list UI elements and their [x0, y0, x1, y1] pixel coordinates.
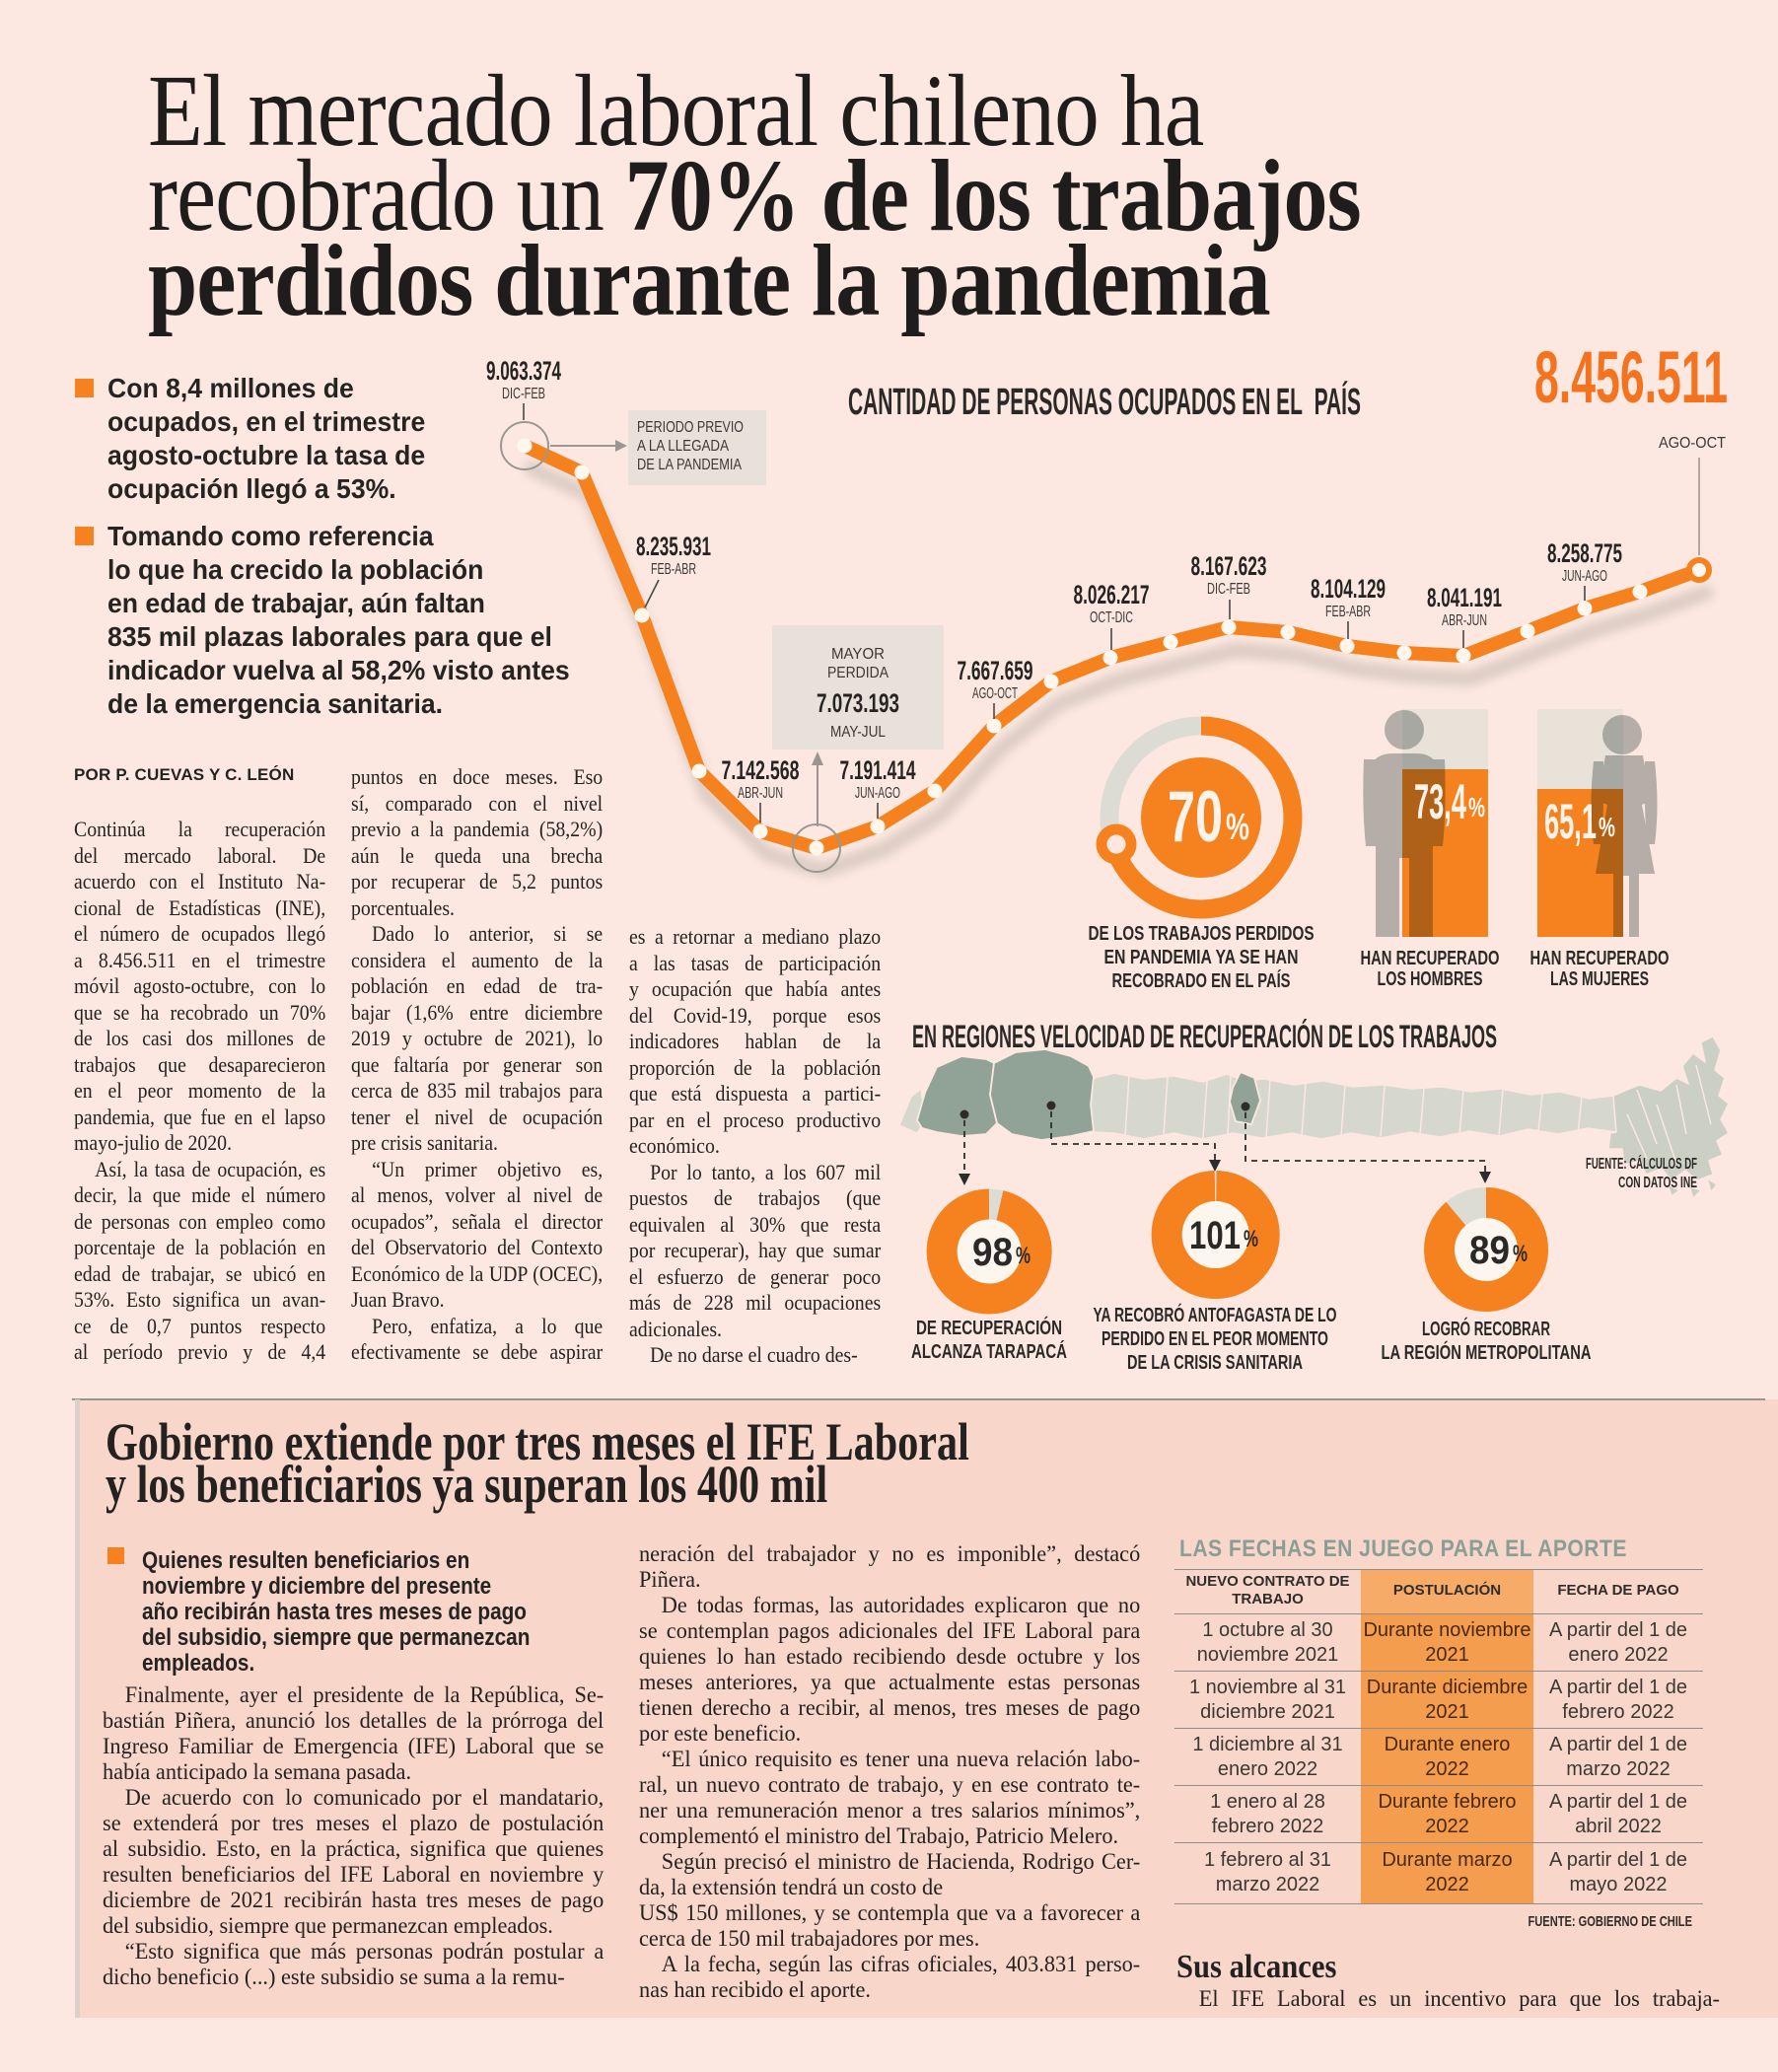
- svg-text:MAY-JUL: MAY-JUL: [830, 724, 886, 741]
- svg-text:%: %: [1244, 1226, 1258, 1252]
- svg-text:A LA LLEGADA: A LA LLEGADA: [637, 438, 729, 455]
- svg-text:EN REGIONES VELOCIDAD DE RECUP: EN REGIONES VELOCIDAD DE RECUPERACIÓN DE…: [912, 1019, 1497, 1054]
- svg-text:7.191.414: 7.191.414: [840, 755, 916, 785]
- svg-text:7.073.193: 7.073.193: [817, 688, 899, 718]
- svg-text:PERDIDO EN EL PEOR MOMENTO: PERDIDO EN EL PEOR MOMENTO: [1102, 1328, 1328, 1350]
- svg-text:70: 70: [1168, 777, 1223, 857]
- svg-text:98: 98: [972, 1231, 1013, 1274]
- svg-text:8.104.129: 8.104.129: [1311, 574, 1386, 604]
- svg-text:AGO-OCT: AGO-OCT: [1659, 435, 1726, 452]
- svg-text:LA REGIÓN METROPOLITANA: LA REGIÓN METROPOLITANA: [1382, 1340, 1592, 1364]
- svg-text:73,4: 73,4: [1414, 774, 1466, 829]
- svg-text:DE LA PANDEMIA: DE LA PANDEMIA: [637, 457, 742, 473]
- svg-text:%: %: [1468, 792, 1485, 822]
- svg-text:LAS MUJERES: LAS MUJERES: [1550, 968, 1649, 990]
- svg-text:LOS HOMBRES: LOS HOMBRES: [1378, 968, 1483, 990]
- svg-text:89: 89: [1469, 1229, 1510, 1272]
- svg-text:PERIODO PREVIO: PERIODO PREVIO: [637, 419, 744, 436]
- svg-text:OCT-DIC: OCT-DIC: [1090, 609, 1133, 626]
- svg-text:ABR-JUN: ABR-JUN: [1442, 612, 1487, 629]
- svg-text:FEB-ABR: FEB-ABR: [1325, 604, 1371, 620]
- svg-text:JUN-AGO: JUN-AGO: [855, 785, 900, 802]
- svg-text:8.235.931: 8.235.931: [636, 532, 711, 561]
- svg-text:FUENTE: CÁLCULOS DF: FUENTE: CÁLCULOS DF: [1586, 1156, 1697, 1173]
- svg-text:7.667.659: 7.667.659: [958, 656, 1033, 685]
- svg-text:101: 101: [1189, 1214, 1241, 1257]
- svg-text:YA RECOBRÓ ANTOFAGASTA DE LO: YA RECOBRÓ ANTOFAGASTA DE LO: [1094, 1303, 1337, 1326]
- svg-text:DE LA CRISIS SANITARIA: DE LA CRISIS SANITARIA: [1127, 1352, 1303, 1374]
- svg-text:HAN RECUPERADO: HAN RECUPERADO: [1530, 948, 1670, 969]
- svg-text:HAN RECUPERADO: HAN RECUPERADO: [1361, 948, 1500, 969]
- svg-text:RECOBRADO EN EL PAÍS: RECOBRADO EN EL PAÍS: [1112, 969, 1291, 992]
- svg-text:PERDIDA: PERDIDA: [827, 665, 889, 681]
- svg-text:%: %: [1513, 1241, 1528, 1267]
- svg-text:DIC-FEB: DIC-FEB: [502, 386, 545, 402]
- svg-text:9.063.374: 9.063.374: [486, 356, 561, 386]
- svg-text:JUN-AGO: JUN-AGO: [1562, 568, 1607, 585]
- svg-text:MAYOR: MAYOR: [831, 646, 885, 663]
- svg-text:ABR-JUN: ABR-JUN: [738, 785, 783, 802]
- svg-text:%: %: [1599, 812, 1615, 842]
- svg-text:LOGRÓ RECOBRAR: LOGRÓ RECOBRAR: [1422, 1317, 1550, 1340]
- svg-text:CANTIDAD DE PERSONAS OCUPADOS: CANTIDAD DE PERSONAS OCUPADOS EN EL PAÍS: [848, 380, 1361, 423]
- svg-text:DE RECUPERACIÓN: DE RECUPERACIÓN: [916, 1316, 1062, 1339]
- svg-text:8.026.217: 8.026.217: [1074, 580, 1150, 609]
- svg-text:7.142.568: 7.142.568: [722, 755, 800, 785]
- svg-text:ALCANZA TARAPACÁ: ALCANZA TARAPACÁ: [911, 1340, 1067, 1363]
- svg-text:CON DATOS INE: CON DATOS INE: [1618, 1175, 1697, 1191]
- svg-text:8.167.623: 8.167.623: [1191, 551, 1267, 581]
- svg-text:DE LOS TRABAJOS PERDIDOS: DE LOS TRABAJOS PERDIDOS: [1089, 923, 1315, 945]
- svg-text:%: %: [1226, 807, 1249, 848]
- svg-text:EN PANDEMIA YA SE HAN: EN PANDEMIA YA SE HAN: [1104, 947, 1299, 968]
- svg-text:FEB-ABR: FEB-ABR: [651, 561, 696, 578]
- svg-text:8.258.775: 8.258.775: [1547, 538, 1622, 568]
- svg-text:8.041.191: 8.041.191: [1427, 583, 1502, 612]
- svg-text:DIC-FEB: DIC-FEB: [1207, 581, 1250, 598]
- svg-text:65,1: 65,1: [1544, 794, 1597, 849]
- svg-text:8.456.511: 8.456.511: [1534, 336, 1728, 418]
- svg-text:AGO-OCT: AGO-OCT: [972, 685, 1018, 702]
- svg-text:%: %: [1016, 1243, 1031, 1269]
